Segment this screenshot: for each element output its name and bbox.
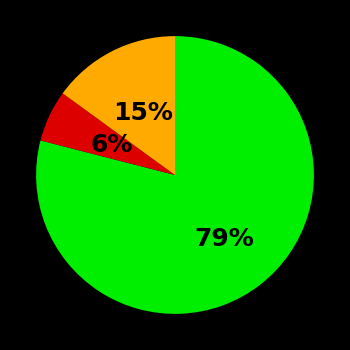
Text: 79%: 79% <box>195 227 254 251</box>
Wedge shape <box>63 36 175 175</box>
Text: 6%: 6% <box>91 133 133 158</box>
Text: 15%: 15% <box>113 101 173 125</box>
Wedge shape <box>36 36 314 314</box>
Wedge shape <box>41 93 175 175</box>
